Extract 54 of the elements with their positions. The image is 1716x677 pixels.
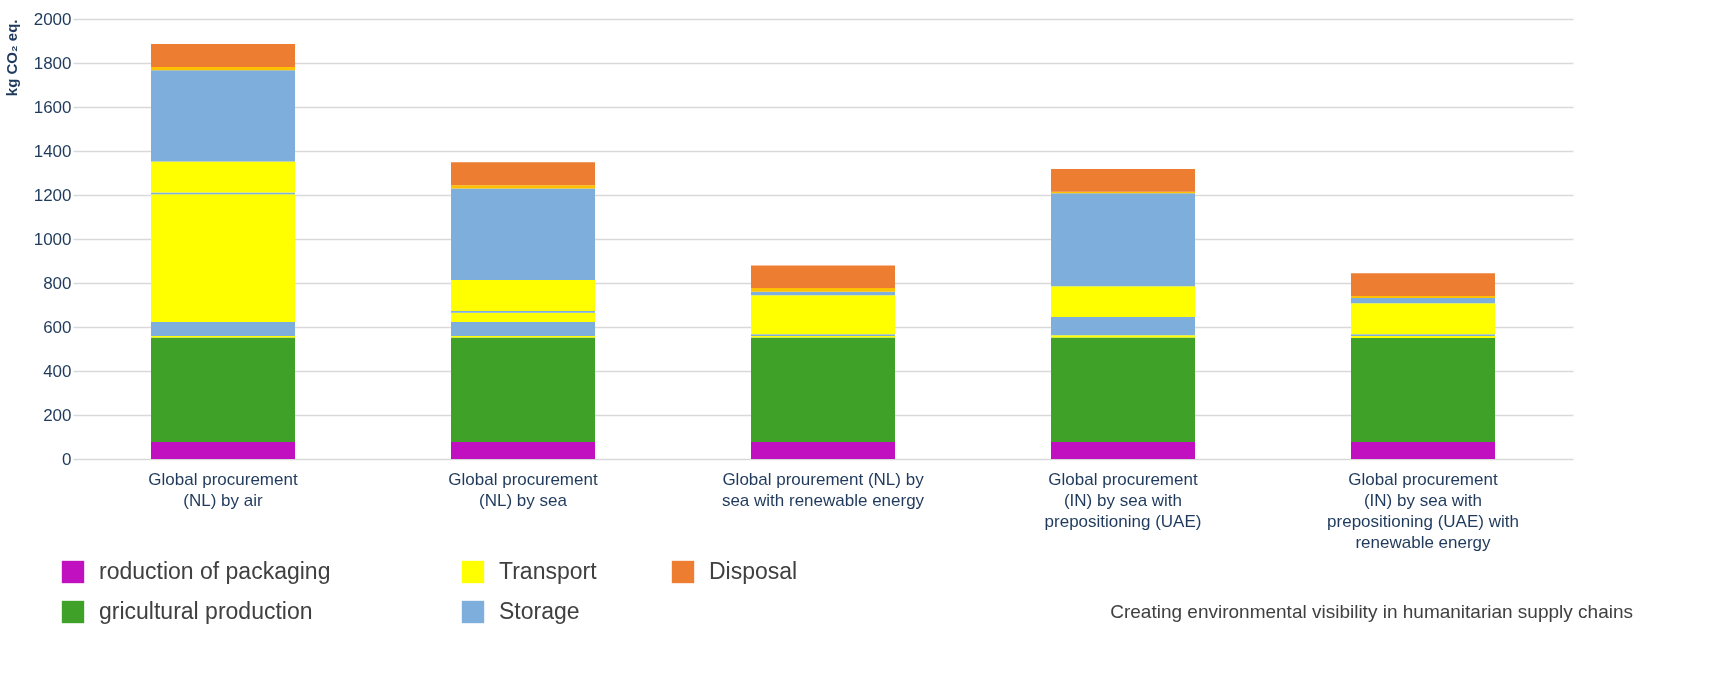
y-axis-title: kg CO₂ eq. (2, 19, 20, 97)
bar (751, 265, 895, 289)
x-tick-label: Global procurement (IN) by sea with prepositioning (UAE) with renewable energy (1327, 469, 1519, 552)
y-tick-label: 1600 (33, 97, 72, 117)
bar (451, 279, 595, 311)
bar (1351, 273, 1495, 296)
bar (451, 321, 595, 337)
y-tick-label: 200 (43, 405, 72, 425)
legend-label: Disposal (709, 558, 798, 584)
bar (151, 66, 295, 71)
legend-label: Storage (499, 598, 580, 624)
bar (1351, 442, 1495, 459)
bar (151, 70, 295, 162)
x-tick-label: Global procurement (IN) by sea with prepositioning (UAE) (1044, 469, 1202, 531)
bar (751, 288, 895, 292)
y-tick-label: 1800 (33, 53, 72, 73)
bar (1351, 338, 1495, 443)
y-tick-label: 400 (43, 361, 72, 381)
bar (1351, 303, 1495, 335)
y-tick-label: 1200 (33, 185, 72, 205)
y-tick-label: 600 (43, 317, 72, 337)
bar (451, 312, 595, 322)
bar (1051, 335, 1195, 338)
bar (451, 442, 595, 459)
bar (451, 162, 595, 186)
bar (1051, 337, 1195, 443)
x-tick-label: Global prourement (NL) by sea with renewable energy (721, 469, 925, 510)
y-tick-label: 800 (43, 273, 72, 293)
bar (751, 442, 895, 459)
legend-label: Transport (499, 558, 598, 584)
y-tick-label: 1400 (33, 141, 72, 161)
y-tick-label: 0 (62, 449, 72, 469)
bar (451, 188, 595, 280)
legend-label: roduction of packaging (99, 558, 331, 584)
bar (151, 321, 295, 337)
bar (751, 295, 895, 335)
bar (151, 44, 295, 67)
legend-label: gricultural production (99, 598, 313, 624)
bar (451, 185, 595, 189)
bar (751, 337, 895, 443)
bar (151, 337, 295, 443)
y-tick-label: 2000 (33, 9, 72, 29)
x-tick-label: Global procurement (NL) by air (148, 469, 298, 510)
bar (1051, 442, 1195, 459)
y-tick-label: 1000 (33, 229, 72, 249)
bar (1051, 193, 1195, 287)
bar (1051, 169, 1195, 192)
bar (451, 337, 595, 443)
text: Creating environmental visibility in humanitarian supply chains (1110, 601, 1633, 622)
x-tick-label: Global procurement (NL) by sea (448, 469, 598, 510)
bar (151, 442, 295, 459)
bar (1351, 297, 1495, 304)
bar (1051, 317, 1195, 336)
bar (1051, 286, 1195, 318)
